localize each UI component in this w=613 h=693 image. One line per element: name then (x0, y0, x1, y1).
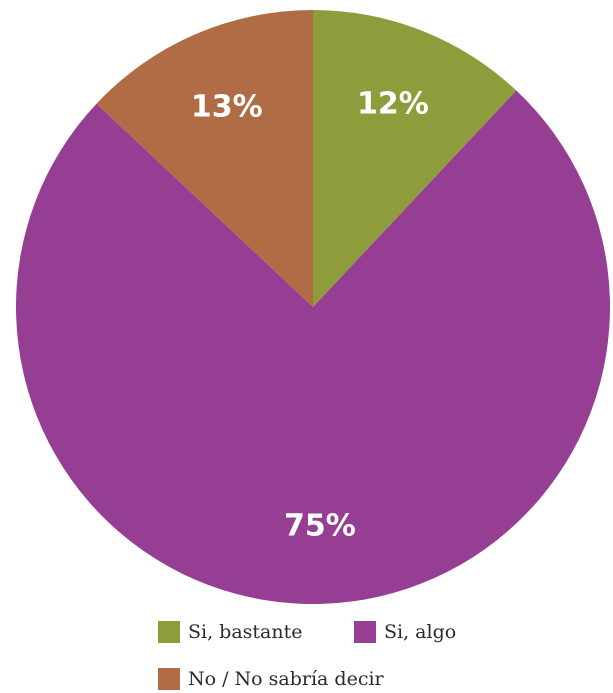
legend-item-no-sabria-decir: No / No sabría decir (158, 666, 384, 692)
legend-label-si-algo: Si, algo (384, 621, 457, 643)
legend-label-no-sabria-decir: No / No sabría decir (188, 668, 384, 690)
pie-slices (15, 10, 610, 604)
legend-swatch-si-bastante (158, 621, 180, 643)
legend-swatch-si-algo (354, 621, 376, 643)
legend-item-si-algo: Si, algo (354, 619, 456, 645)
pie-slice-si-bastante (313, 10, 517, 307)
pie-slice-label-si-bastante: 12% (357, 87, 429, 122)
pie-slice-label-si-algo: 75% (284, 508, 356, 543)
pie-slice-no-sabria-decir (96, 10, 314, 307)
pie-slice-label-no-sabria-decir: 13% (191, 89, 263, 124)
legend-swatch-no-sabria-decir (158, 668, 180, 690)
legend-label-si-bastante: Si, bastante (188, 621, 303, 643)
pie-slice-si-algo (15, 90, 610, 604)
legend-item-si-bastante: Si, bastante (158, 619, 303, 645)
pie-chart: 12% 75% 13% (15, 10, 610, 604)
pie-slice-labels: 12% 75% 13% (191, 87, 429, 544)
